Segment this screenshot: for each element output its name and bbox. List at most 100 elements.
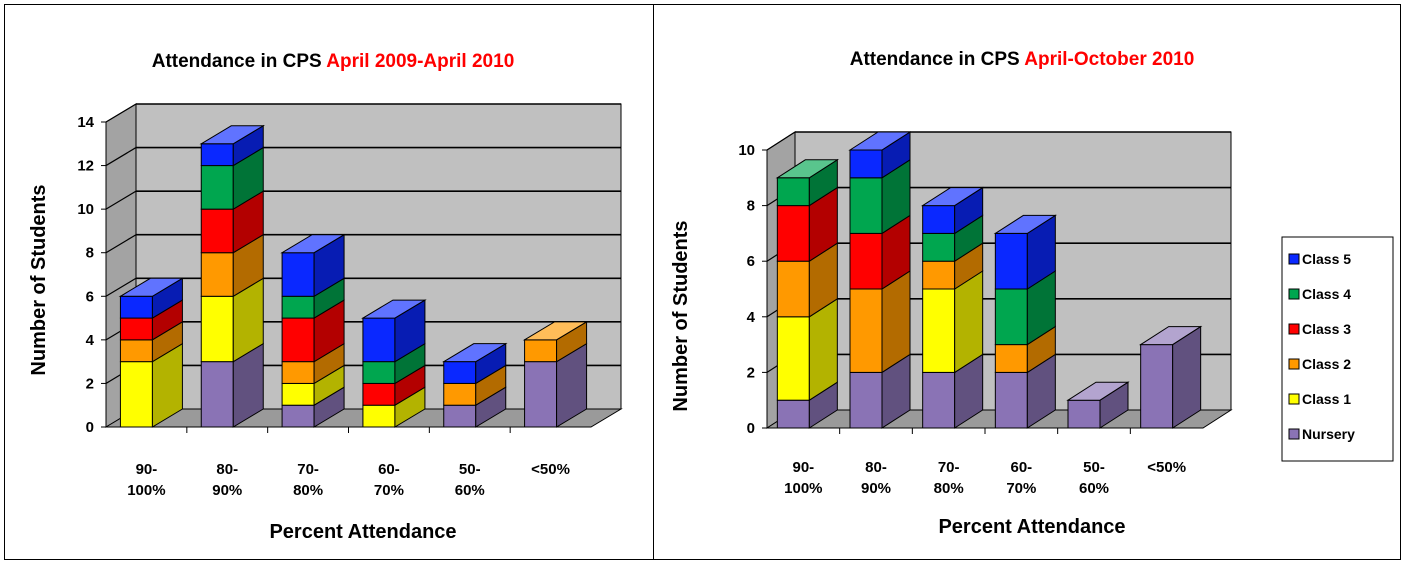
legend-swatch-class-4: [1288, 288, 1300, 300]
right-gridline-side: [766, 131, 796, 151]
left-bar-class-3-1: [200, 208, 234, 254]
left-bar-top-5: [522, 321, 589, 341]
right-bar-top-1: [848, 131, 912, 151]
legend-label-class-2: Class 2: [1302, 356, 1351, 372]
right-bar-class-1-0: [776, 316, 810, 401]
left-x-tick-label: 100%: [127, 482, 165, 499]
left-bar-class-5-0: [119, 295, 153, 319]
left-x-tick-label: 50-: [459, 461, 481, 478]
legend-swatch-nursery: [1288, 428, 1300, 440]
left-bar-class-5-3: [362, 317, 396, 363]
left-bar-class-2-4: [443, 382, 477, 406]
right-bar-class-5-1: [849, 149, 883, 179]
right-bar-nursery-2: [922, 371, 956, 429]
right-bar-class-5-3: [994, 232, 1028, 290]
right-bar-top-0: [775, 159, 840, 179]
right-y-tick-label: 8: [747, 198, 755, 215]
right-y-axis-label: Number of Students: [670, 220, 692, 411]
legend-swatch-class-3: [1288, 323, 1300, 335]
left-x-tick-label: 90-: [136, 461, 158, 478]
left-bar-class-3-0: [119, 317, 153, 341]
left-bar-class-2-0: [119, 339, 153, 363]
right-bar-class-2-1: [849, 288, 883, 373]
left-bar-nursery-4: [443, 404, 477, 428]
legend-swatch-class-2: [1288, 358, 1300, 370]
right-bar-nursery-4: [1067, 399, 1101, 429]
right-x-tick-label: 80%: [934, 480, 964, 497]
left-y-tick-label: 8: [86, 245, 94, 262]
right-y-tick-label: 0: [747, 420, 755, 437]
right-bar-top-4: [1066, 381, 1130, 401]
left-bar-class-2-5: [524, 339, 558, 363]
right-title-prefix: Attendance in CPS: [850, 49, 1025, 70]
left-x-tick-label: 80%: [293, 482, 323, 499]
right-x-tick-label: 90%: [861, 480, 891, 497]
right-bar-nursery-1: [849, 371, 883, 429]
right-bar-class-4-3: [994, 288, 1028, 346]
right-title: Attendance in CPS April-October 2010: [850, 49, 1195, 70]
right-x-axis-label: Percent Attendance: [938, 516, 1125, 538]
right-x-tick-label: 90-: [792, 459, 814, 476]
left-gridline-side: [105, 190, 137, 210]
chart-panel-right: Attendance in CPS April-October 2010 0 2 4 6…: [653, 4, 1401, 560]
right-x-tick-label: 100%: [784, 480, 822, 497]
left-x-tick-label: 70-: [297, 461, 319, 478]
right-bar-nursery-3: [994, 371, 1028, 429]
left-x-tick-label: 90%: [212, 482, 242, 499]
left-bar-top-4: [441, 343, 508, 363]
left-gridline-side: [105, 147, 137, 167]
left-bar-class-5-2: [281, 252, 315, 297]
right-bar-class-3-0: [776, 205, 810, 262]
right-y-tick-label: 10: [738, 142, 755, 159]
left-bar-nursery-2: [281, 404, 315, 428]
right-y-tick-label: 6: [747, 253, 755, 270]
left-x-tick-label: <50%: [531, 461, 570, 478]
right-bar-top-5: [1138, 326, 1203, 346]
legend-label-class-1: Class 1: [1302, 391, 1351, 407]
legend-label-class-5: Class 5: [1302, 251, 1351, 267]
right-y-tick-label: 2: [747, 364, 755, 381]
left-bar-class-1-2: [281, 382, 315, 406]
legend-label-class-3: Class 3: [1302, 321, 1351, 337]
left-y-tick-label: 10: [77, 201, 94, 218]
chart-right: Attendance in CPS April-October 2010 0 2 4 6…: [670, 49, 1394, 538]
right-title-highlight: April-October 2010: [1024, 49, 1194, 70]
left-bar-class-2-2: [281, 361, 315, 384]
right-bar-top-3: [993, 214, 1058, 234]
left-x-tick-label: 60%: [455, 482, 485, 499]
left-bar-class-5-4: [443, 361, 477, 384]
chart-panel-left: Attendance in CPS April 2009-April 2010 0…: [4, 4, 654, 560]
left-x-tick-label: 80-: [216, 461, 238, 478]
legend-label-class-4: Class 4: [1302, 286, 1351, 302]
right-bar-top-2: [920, 187, 985, 207]
left-bar-top-1: [199, 125, 266, 145]
right-bar-class-3-1: [849, 232, 883, 290]
left-gridline-side: [105, 234, 137, 254]
left-x-tick-label: 70%: [374, 482, 404, 499]
right-bar-class-2-0: [776, 260, 810, 318]
right-bar-class-5-2: [922, 205, 956, 234]
right-bar-class-2-2: [922, 260, 956, 290]
left-bar-class-4-1: [200, 165, 234, 210]
left-bar-class-3-2: [281, 317, 315, 363]
left-bar-class-2-1: [200, 252, 234, 297]
right-x-tick-label: 50-: [1083, 459, 1105, 476]
right-x-tick-label: 70-: [938, 459, 960, 476]
left-y-tick-label: 4: [86, 332, 95, 349]
right-bar-class-4-0: [776, 177, 810, 207]
left-title: Attendance in CPS April 2009-April 2010: [152, 51, 515, 72]
left-bar-class-1-1: [200, 295, 234, 363]
left-y-tick-label: 0: [86, 419, 94, 436]
left-x-axis-label: Percent Attendance: [269, 521, 456, 543]
right-bar-nursery-5: [1140, 344, 1174, 429]
left-y-tick-label: 2: [86, 375, 94, 392]
left-bar-class-4-2: [281, 295, 315, 319]
right-x-tick-label: 80-: [865, 459, 887, 476]
right-bar-nursery-0: [776, 399, 810, 429]
left-gridline-side: [105, 103, 137, 123]
right-x-tick-label: 60-: [1010, 459, 1032, 476]
left-bar-class-1-0: [119, 361, 153, 428]
right-bar-class-1-2: [922, 288, 956, 373]
left-gridline-side: [105, 277, 137, 297]
left-bar-top-0: [118, 277, 185, 297]
